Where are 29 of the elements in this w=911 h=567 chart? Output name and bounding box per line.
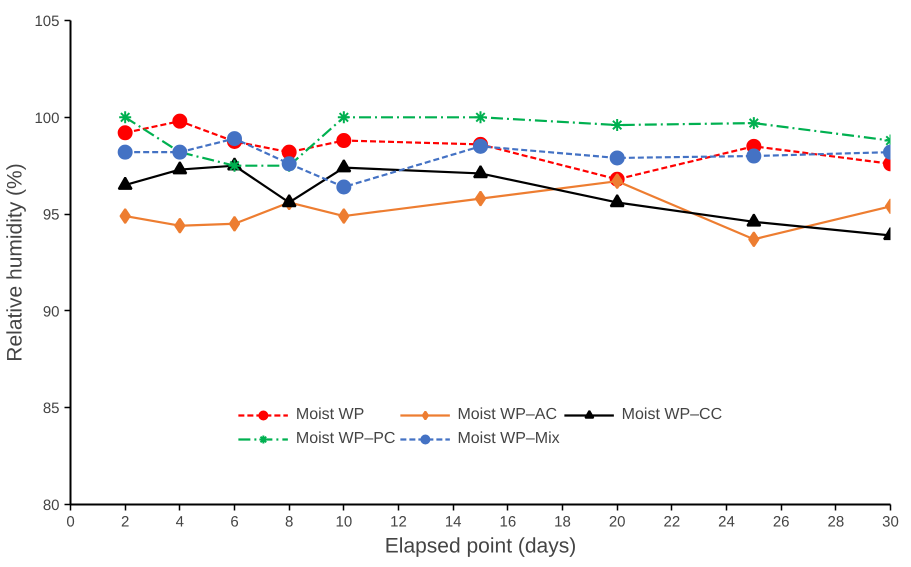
y-tick-label: 100 [34,110,60,127]
x-tick-label: 30 [882,514,899,530]
x-tick-label: 8 [284,514,294,530]
legend-label: Moist WP [296,406,364,424]
x-axis-title: Elapsed point (days) [384,534,576,558]
x-tick-label: 14 [444,514,462,530]
y-axis-title: Relative humidity (%) [3,163,26,362]
legend-label: Moist WP–PC [296,430,396,448]
y-tick-label: 80 [42,497,60,514]
y-tick-label: 105 [34,13,60,30]
x-tick-label: 28 [827,514,844,530]
x-tick-label: 12 [390,514,407,530]
x-tick-label: 26 [772,514,790,530]
y-tick-label: 90 [42,303,60,320]
y-tick-label: 85 [42,400,60,418]
legend-label: Moist WP–AC [457,406,558,424]
x-tick-label: 24 [718,514,735,530]
x-tick-label: 4 [176,514,184,530]
x-tick-label: 10 [335,514,352,530]
y-tick-label: 95 [42,206,60,224]
x-tick-label: 22 [663,514,680,530]
legend-label: Moist WP–Mix [457,430,560,448]
x-tick-label: 16 [499,514,516,530]
x-tick-label: 20 [608,514,626,530]
x-tick-label: 6 [230,514,239,530]
x-tick-label: 2 [120,514,130,530]
x-tick-label: 18 [554,514,571,530]
x-tick-label: 0 [66,514,75,530]
legend-label: Moist WP–CC [622,406,722,424]
